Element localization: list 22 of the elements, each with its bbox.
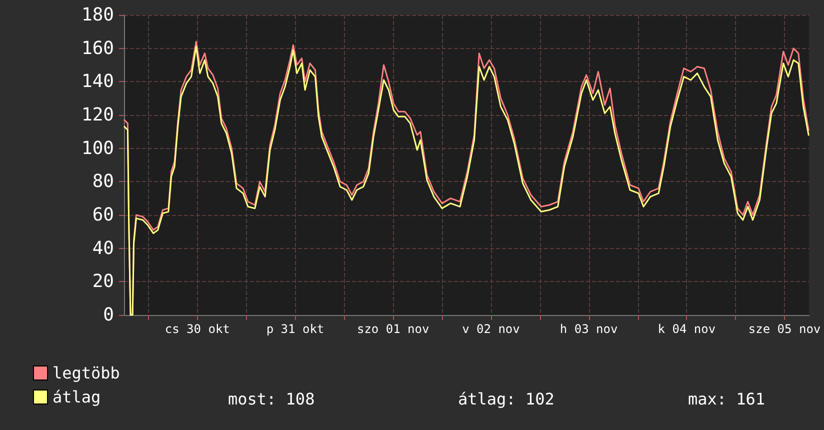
text: átlag: 102 — [458, 390, 554, 408]
x-tick-label: h 03 nov — [560, 322, 618, 336]
x-tick-label: cs 30 okt — [164, 322, 230, 336]
x-tick-label: p 31 okt — [266, 322, 324, 336]
text: max: 161 — [688, 390, 766, 408]
x-tick-label: sze 05 nov — [748, 322, 821, 336]
y-tick-label: 80 — [92, 171, 114, 192]
y-tick-label: 140 — [81, 71, 114, 92]
x-tick-label: szo 01 nov — [356, 322, 430, 336]
y-tick-label: 120 — [81, 104, 114, 126]
y-tick-label: 40 — [92, 238, 114, 259]
y-tick-label: 20 — [92, 271, 114, 292]
text: most: 108 — [228, 390, 315, 408]
y-tick-label: 160 — [81, 38, 114, 59]
legend-label: átlag — [52, 388, 101, 406]
x-tick-label: v 02 nov — [462, 322, 520, 336]
y-tick-label: 180 — [81, 4, 114, 26]
y-tick-label: 0 — [103, 304, 114, 326]
legend-label: legtöbb — [52, 364, 120, 382]
x-tick-label: k 04 nov — [658, 322, 716, 336]
y-tick-label: 100 — [81, 138, 114, 159]
y-tick-label: 60 — [92, 204, 114, 226]
